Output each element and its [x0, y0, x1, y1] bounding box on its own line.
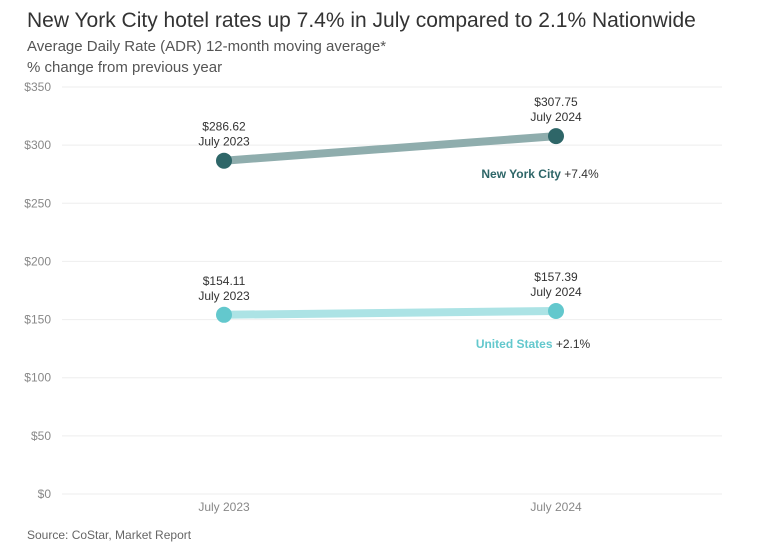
y-tick-label: $250 — [24, 196, 51, 210]
data-label-date: July 2023 — [198, 135, 250, 149]
y-tick-label: $0 — [38, 487, 52, 501]
data-label-value: $307.75 — [534, 95, 578, 109]
y-tick-label: $150 — [24, 313, 51, 327]
data-point-nyc — [216, 152, 232, 169]
series-change: +2.1% — [556, 337, 591, 351]
chart-subtitle: Average Daily Rate (ADR) 12-month moving… — [27, 36, 386, 78]
data-label-value: $154.11 — [203, 274, 246, 288]
subtitle-line-1: Average Daily Rate (ADR) 12-month moving… — [27, 38, 387, 55]
series-label-us: United States +2.1% — [476, 337, 591, 351]
series-line-nyc — [220, 132, 560, 165]
x-tick-label: July 2023 — [198, 500, 250, 514]
series-name: United States — [476, 337, 556, 351]
y-tick-label: $50 — [31, 429, 51, 443]
line-chart: $0 $50 $100 $150 $200 $250 $300 $350 July 2023 Ju… — [24, 80, 722, 514]
series-change: +7.4% — [564, 167, 599, 181]
data-label-value: $286.62 — [202, 120, 246, 134]
y-tick-label: $100 — [24, 371, 51, 385]
y-tick-label: $300 — [24, 138, 51, 152]
data-label-date: July 2023 — [198, 289, 250, 303]
data-label-date: July 2024 — [530, 285, 582, 299]
y-tick-label: $350 — [24, 80, 51, 94]
data-point-us — [548, 302, 564, 319]
series-name: New York City — [481, 167, 564, 181]
series-label-nyc: New York City +7.4% — [481, 167, 599, 181]
chart-title: New York City hotel rates up 7.4% in Jul… — [27, 9, 696, 32]
data-label-value: $157.39 — [534, 270, 578, 284]
x-tick-label: July 2024 — [530, 500, 582, 514]
data-point-nyc — [548, 128, 564, 145]
y-tick-label: $200 — [24, 254, 51, 268]
series-line-us — [220, 306, 560, 319]
subtitle-line-2: % change from previous year — [27, 59, 223, 76]
source-note: Source: CoStar, Market Report — [27, 528, 192, 542]
data-label-date: July 2024 — [530, 110, 582, 124]
data-point-us — [216, 306, 232, 323]
